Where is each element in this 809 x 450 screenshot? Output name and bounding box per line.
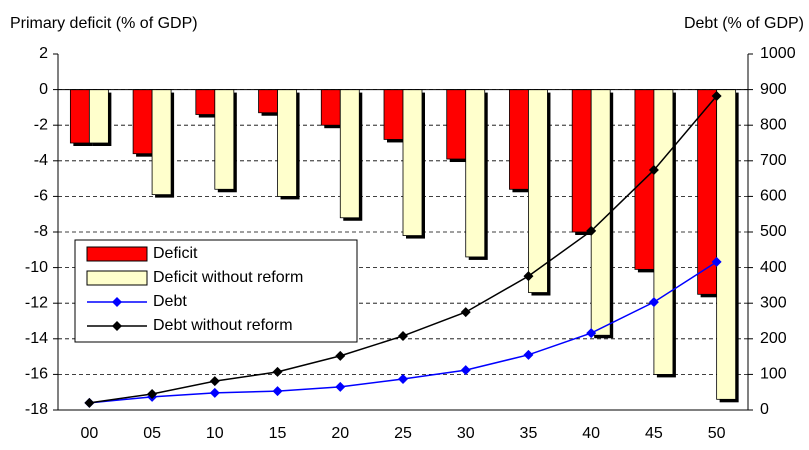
bar xyxy=(195,89,216,115)
marker xyxy=(648,297,659,308)
marker xyxy=(335,381,346,392)
x-tick-label: 05 xyxy=(143,425,161,442)
y-tick-label: -16 xyxy=(25,366,48,383)
marker xyxy=(84,397,95,408)
y2-tick-label: 1000 xyxy=(760,45,796,62)
bar xyxy=(402,89,423,236)
bar xyxy=(88,89,109,144)
y-tick-label: -6 xyxy=(34,188,48,205)
legend-swatch xyxy=(86,246,148,262)
bar xyxy=(214,89,235,190)
marker xyxy=(523,271,534,282)
marker xyxy=(335,350,346,361)
y2-tick-label: 300 xyxy=(760,294,787,311)
marker xyxy=(272,366,283,377)
y-tick-label: -14 xyxy=(25,330,48,347)
bar xyxy=(277,89,297,197)
bar xyxy=(509,89,529,190)
x-tick-label: 10 xyxy=(206,425,224,442)
y-tick-label: 0 xyxy=(39,81,48,98)
legend-marker xyxy=(112,297,122,307)
y-axis-label: Primary deficit (% of GDP) xyxy=(10,15,198,32)
y-tick-label: -2 xyxy=(34,116,48,133)
bar xyxy=(571,89,592,233)
x-tick-label: 40 xyxy=(582,425,600,442)
x-tick-label: 50 xyxy=(708,425,726,442)
marker xyxy=(398,374,408,385)
marker xyxy=(147,388,158,399)
x-tick-label: 20 xyxy=(331,425,349,442)
marker xyxy=(711,256,722,267)
marker xyxy=(586,328,597,339)
marker xyxy=(586,225,597,236)
y2-tick-label: 500 xyxy=(760,223,787,240)
y2-axis-label: Debt (% of GDP) xyxy=(684,15,804,32)
marker xyxy=(460,365,471,376)
y-tick-label: -10 xyxy=(25,259,48,276)
marker xyxy=(460,307,471,318)
y-tick-label: 2 xyxy=(39,45,48,62)
marker xyxy=(648,165,659,176)
bar xyxy=(528,89,548,293)
marker xyxy=(711,91,722,102)
y2-tick-label: 200 xyxy=(760,330,787,347)
bar xyxy=(590,89,611,336)
marker xyxy=(523,349,534,360)
y2-tick-label: 400 xyxy=(760,259,787,276)
marker xyxy=(272,386,283,397)
bar xyxy=(383,89,404,140)
bar xyxy=(151,89,172,196)
bar xyxy=(446,89,467,160)
marker xyxy=(398,330,408,341)
y2-tick-label: 800 xyxy=(760,116,787,133)
marker xyxy=(209,387,220,398)
y-tick-label: -8 xyxy=(34,223,48,240)
legend-label: Debt xyxy=(153,293,187,310)
y2-tick-label: 600 xyxy=(760,188,787,205)
x-tick-label: 00 xyxy=(80,425,98,442)
x-tick-label: 30 xyxy=(457,425,475,442)
bar xyxy=(69,89,90,144)
y2-tick-label: 100 xyxy=(760,366,787,383)
y-tick-label: -18 xyxy=(25,401,48,418)
x-tick-label: 25 xyxy=(394,425,412,442)
x-tick-label: 35 xyxy=(520,425,538,442)
y2-tick-label: 900 xyxy=(760,81,787,98)
bar xyxy=(339,89,360,219)
bar xyxy=(132,89,153,155)
y2-tick-label: 700 xyxy=(760,152,787,169)
y-tick-label: -12 xyxy=(25,294,48,311)
bar xyxy=(716,89,737,400)
bar xyxy=(320,89,341,126)
legend-label: Deficit xyxy=(153,245,198,262)
y2-tick-label: 0 xyxy=(760,401,769,418)
legend-label: Deficit without reform xyxy=(153,269,303,286)
marker xyxy=(209,376,220,387)
legend-label: Debt without reform xyxy=(153,317,293,334)
x-tick-label: 45 xyxy=(645,425,663,442)
x-tick-label: 15 xyxy=(269,425,287,442)
bar xyxy=(653,89,674,375)
legend-marker xyxy=(112,321,122,331)
bar xyxy=(465,89,486,258)
y-tick-label: -4 xyxy=(34,152,48,169)
legend-swatch xyxy=(86,270,148,286)
bar xyxy=(258,89,278,114)
